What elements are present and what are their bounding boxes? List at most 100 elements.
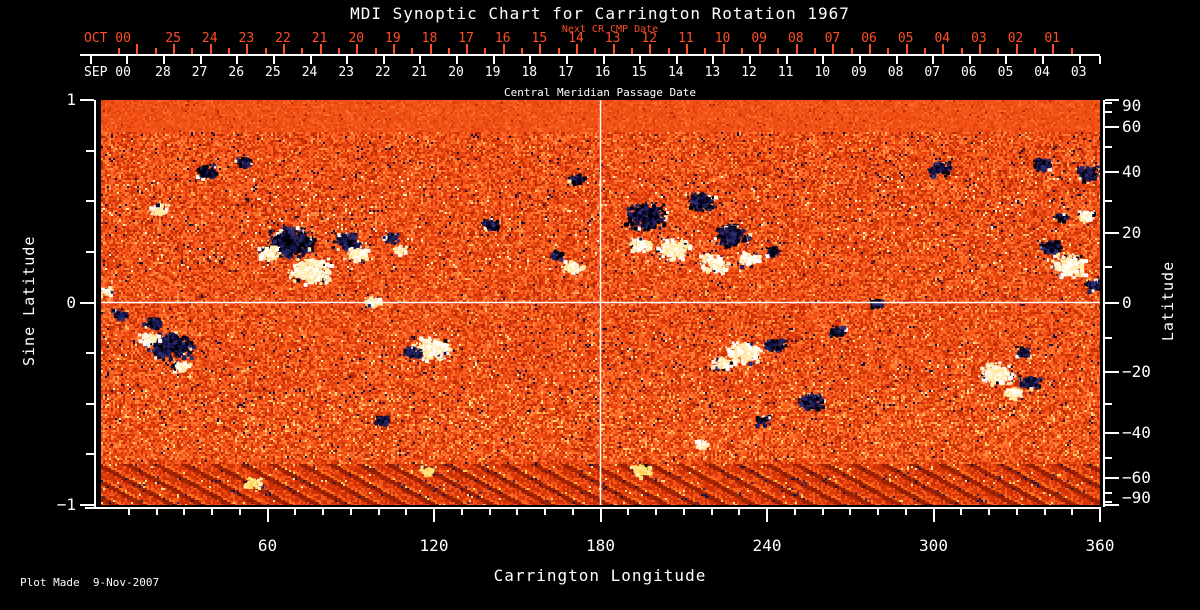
- next-cr-day-label: 16: [494, 31, 511, 46]
- cmp-day-label: 13: [704, 65, 721, 80]
- cmp-day-label: 22: [374, 65, 391, 80]
- next-cr-day-label: 18: [421, 31, 438, 46]
- x-tick: [155, 509, 158, 515]
- y-right-tick: [1105, 370, 1119, 373]
- cmp-day-label: 16: [594, 65, 611, 80]
- cmp-tick: [89, 56, 92, 64]
- next-cr-day-label: 25: [165, 31, 181, 46]
- cmp-day-label: 06: [961, 65, 977, 80]
- cmp-tick: [309, 56, 312, 64]
- next-cr-day-label: 17: [458, 31, 474, 46]
- next-cr-tick: [191, 48, 194, 54]
- next-cr-tick: [942, 44, 945, 54]
- y-left-tick: [80, 99, 94, 101]
- cmp-day-label: 10: [814, 65, 831, 80]
- next-cr-tick: [795, 44, 798, 54]
- next-cr-tick: [539, 44, 542, 54]
- cmp-tick: [456, 56, 459, 64]
- cmp-tick: [858, 56, 861, 64]
- cmp-tick: [749, 56, 752, 64]
- next-cr-tick: [282, 44, 285, 54]
- next-cr-tick: [777, 48, 780, 54]
- y-axis-left-title: Sine Latitude: [20, 235, 38, 366]
- x-tick: [960, 509, 963, 515]
- next-cr-day-label: 22: [275, 31, 291, 46]
- x-tick: [1043, 509, 1046, 515]
- x-tick: [211, 509, 213, 515]
- plot-made-footer: Plot Made 9-Nov-2007: [20, 576, 160, 589]
- next-cr-day-label: 07: [824, 31, 841, 46]
- next-cr-tick: [429, 44, 432, 54]
- next-cr-tick: [301, 48, 304, 54]
- y-right-label: −60: [1122, 467, 1151, 487]
- x-tick: [433, 509, 435, 522]
- y-right-tick: [1105, 504, 1119, 506]
- x-tick: [238, 509, 241, 515]
- next-cr-day-label: 08: [787, 31, 804, 46]
- next-cr-tick: [447, 48, 450, 54]
- y-left-tick: [86, 453, 94, 456]
- x-tick: [682, 509, 685, 515]
- cmp-day-label: 11: [777, 65, 794, 80]
- x-tick: [183, 509, 186, 515]
- cmp-day-label: 18: [521, 65, 538, 80]
- next-cr-tick: [905, 44, 908, 54]
- x-tick: [627, 509, 630, 515]
- x-tick: [377, 509, 380, 515]
- next-cr-tick: [576, 44, 579, 54]
- top-axis-line: [80, 54, 1100, 56]
- x-tick: [544, 509, 546, 515]
- next-cr-tick: [484, 48, 487, 54]
- cmp-day-label: 28: [155, 65, 171, 80]
- next-cr-tick: [557, 48, 560, 54]
- y-right-tick: [1105, 126, 1119, 129]
- next-cr-tick: [667, 48, 670, 54]
- x-tick: [1071, 509, 1074, 515]
- cmp-day-label: 25: [265, 65, 281, 80]
- y-left-tick: [86, 250, 94, 253]
- x-tick: [266, 509, 269, 522]
- next-cr-tick: [337, 48, 340, 54]
- next-cr-tick: [392, 44, 395, 54]
- next-cr-tick: [228, 48, 231, 54]
- x-tick: [349, 509, 352, 515]
- next-cr-day-label: 05: [897, 31, 914, 46]
- cmp-tick: [675, 56, 678, 64]
- next-cr-tick: [136, 44, 139, 54]
- cmp-tick: [163, 56, 165, 64]
- cmp-day-label: 04: [1034, 65, 1050, 80]
- x-tick: [1015, 509, 1018, 515]
- y-right-label: 20: [1122, 223, 1142, 243]
- right-axis-line: [1103, 100, 1105, 507]
- cmp-tick: [1042, 56, 1045, 64]
- y-left-tick: [86, 149, 94, 152]
- cmp-tick: [199, 56, 202, 64]
- oct-month-label: OCT 00: [84, 31, 131, 46]
- y-right-label: 90: [1122, 96, 1142, 115]
- next-cr-tick: [850, 48, 853, 54]
- next-cr-tick: [978, 44, 981, 54]
- y-right-label: −90: [1122, 488, 1151, 507]
- next-cr-day-label: 14: [568, 31, 584, 46]
- y-right-tick: [1105, 111, 1112, 114]
- next-cr-day-label: 23: [238, 31, 255, 46]
- cmp-day-label: 12: [741, 65, 757, 80]
- x-tick: [1099, 509, 1101, 522]
- cmp-tick: [785, 56, 788, 64]
- y-left-label: 1: [66, 90, 76, 109]
- x-tick: [793, 509, 796, 515]
- next-cr-tick: [704, 48, 707, 54]
- x-tick: [710, 509, 713, 515]
- x-tick: [988, 509, 990, 515]
- x-tick: [322, 509, 324, 515]
- next-cr-tick: [246, 44, 249, 54]
- cmp-tick: [529, 56, 532, 64]
- cmp-day-label: 09: [851, 65, 867, 80]
- cmp-axis-title: Central Meridian Passage Date: [503, 86, 697, 99]
- bottom-axis-line: [85, 507, 1101, 509]
- magnetogram-map: [101, 100, 1100, 505]
- next-cr-tick: [173, 44, 176, 54]
- y-right-tick: [1105, 456, 1112, 459]
- y-right-tick: [1105, 500, 1112, 503]
- cmp-day-label: 20: [448, 65, 464, 80]
